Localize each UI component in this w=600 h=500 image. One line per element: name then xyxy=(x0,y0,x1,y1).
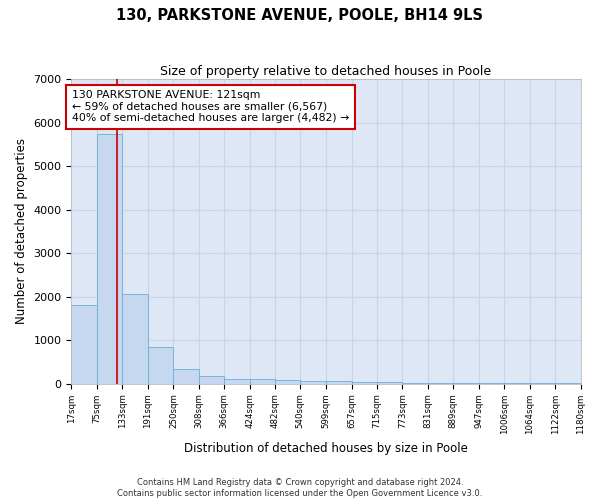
Title: Size of property relative to detached houses in Poole: Size of property relative to detached ho… xyxy=(160,65,491,78)
Bar xyxy=(326,381,352,384)
Text: 130, PARKSTONE AVENUE, POOLE, BH14 9LS: 130, PARKSTONE AVENUE, POOLE, BH14 9LS xyxy=(116,8,484,22)
Bar xyxy=(377,382,403,384)
X-axis label: Distribution of detached houses by size in Poole: Distribution of detached houses by size … xyxy=(184,442,468,455)
Bar xyxy=(403,382,428,384)
Bar xyxy=(71,306,97,384)
Y-axis label: Number of detached properties: Number of detached properties xyxy=(15,138,28,324)
Text: Contains HM Land Registry data © Crown copyright and database right 2024.
Contai: Contains HM Land Registry data © Crown c… xyxy=(118,478,482,498)
Bar xyxy=(97,134,122,384)
Bar xyxy=(428,383,453,384)
Bar xyxy=(148,348,173,384)
Bar xyxy=(301,380,326,384)
Bar xyxy=(122,294,148,384)
Bar xyxy=(224,379,250,384)
Bar xyxy=(250,379,275,384)
Bar xyxy=(199,376,224,384)
Bar xyxy=(173,369,199,384)
Bar xyxy=(352,382,377,384)
Bar xyxy=(275,380,301,384)
Text: 130 PARKSTONE AVENUE: 121sqm
← 59% of detached houses are smaller (6,567)
40% of: 130 PARKSTONE AVENUE: 121sqm ← 59% of de… xyxy=(72,90,349,123)
